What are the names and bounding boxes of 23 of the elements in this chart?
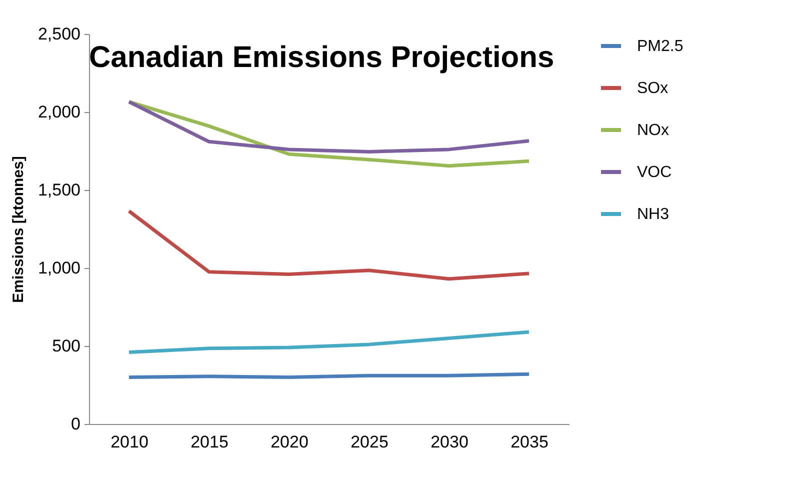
line-series: [127, 209, 531, 281]
y-tick-label: 0: [71, 414, 80, 434]
x-tick-label: 2035: [510, 432, 548, 452]
legend-label: NH3: [637, 206, 670, 223]
x-tick-label: 2020: [270, 432, 308, 452]
line-series: [127, 100, 531, 168]
x-tick-label: 2015: [190, 432, 228, 452]
legend-label: VOC: [637, 164, 672, 181]
legend-label: PM2.5: [637, 38, 684, 55]
y-tick-label: 1,000: [38, 258, 80, 278]
y-axis-title: Emissions [ktonnes]: [10, 156, 27, 303]
x-tick-label: 2010: [110, 432, 148, 452]
x-tick-label: 2025: [350, 432, 388, 452]
y-tick-label: 1,500: [38, 180, 80, 200]
legend-label: SOx: [637, 80, 668, 97]
chart-title: Canadian Emissions Projections: [89, 41, 554, 74]
y-tick-label: 2,000: [38, 102, 80, 122]
legend-label: NOx: [637, 122, 669, 139]
x-tick-label: 2030: [430, 432, 468, 452]
line-series: [127, 330, 531, 354]
y-tick-label: 500: [52, 336, 80, 356]
line-series: [127, 100, 531, 154]
y-tick-label: 2,500: [38, 24, 80, 44]
